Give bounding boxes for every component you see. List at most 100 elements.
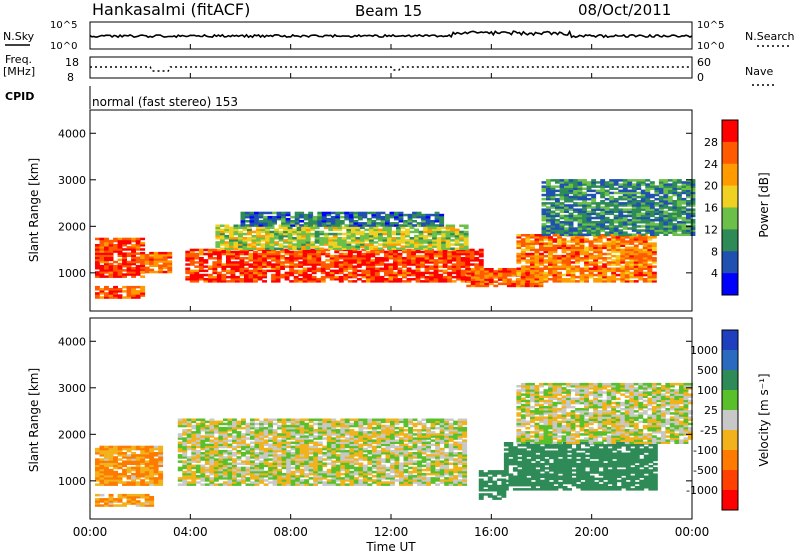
power-cell <box>362 215 368 219</box>
power-cell <box>343 275 349 279</box>
power-cell <box>302 280 308 283</box>
power-cell <box>548 250 553 254</box>
power-cell <box>350 226 356 230</box>
power-cell <box>292 237 298 240</box>
power-cell <box>686 179 691 182</box>
power-cell <box>595 233 601 236</box>
velocity-cell <box>222 477 228 480</box>
power-cell <box>221 269 227 273</box>
power-cell <box>631 214 637 218</box>
power-cell <box>307 275 313 279</box>
velocity-cell <box>140 496 146 499</box>
velocity-cell <box>135 462 141 465</box>
velocity-cell <box>218 466 224 470</box>
noise-trace <box>89 29 693 39</box>
velocity-cell <box>313 481 319 484</box>
power-cell <box>534 269 540 273</box>
power-cell <box>104 288 109 291</box>
power-cell <box>649 195 655 199</box>
velocity-cell <box>286 435 292 438</box>
beam-label: Beam 15 <box>355 2 422 20</box>
velocity-cell <box>222 468 228 472</box>
velocity-cell <box>195 477 201 480</box>
velocity-cell <box>304 418 310 421</box>
velocity-cell <box>126 460 132 463</box>
velocity-cell <box>209 481 215 484</box>
power-cell <box>686 210 691 213</box>
power-cell <box>633 240 639 243</box>
power-cell <box>436 245 442 248</box>
power-cell <box>230 250 236 254</box>
power-cell <box>271 278 276 281</box>
power-cell <box>251 245 257 248</box>
power-cell <box>584 238 589 241</box>
power-cell <box>474 252 480 256</box>
power-cell <box>122 237 127 241</box>
power-cell <box>582 187 587 190</box>
velocity-cell <box>313 468 319 472</box>
power-cell <box>230 271 236 275</box>
power-cell <box>368 230 374 234</box>
velocity-cell <box>344 458 350 461</box>
velocity-cell <box>277 439 282 442</box>
power-cell <box>379 257 385 260</box>
velocity-cell <box>236 445 242 449</box>
power-cell <box>484 284 490 288</box>
velocity-cell <box>277 420 282 424</box>
velocity-cell <box>117 472 123 476</box>
power-cell <box>642 240 648 243</box>
power-cell <box>686 218 691 222</box>
power-cell <box>474 263 480 266</box>
power-cell <box>564 210 569 213</box>
power-cell <box>416 215 422 219</box>
power-cell <box>207 275 213 279</box>
velocity-cell <box>295 429 301 432</box>
velocity-cell <box>299 441 305 444</box>
velocity-cell <box>200 483 206 486</box>
power-cell <box>672 208 678 211</box>
velocity-cell <box>362 472 368 476</box>
power-cell <box>207 252 213 256</box>
power-cell <box>466 284 472 288</box>
power-cell <box>597 236 603 239</box>
velocity-cell <box>191 452 197 455</box>
power-cell <box>676 204 682 207</box>
velocity-cell <box>135 454 141 457</box>
velocity-cell <box>236 437 242 440</box>
power-cell <box>436 230 442 234</box>
power-cell <box>284 257 290 260</box>
power-cell <box>442 261 448 264</box>
power-cell <box>539 263 544 266</box>
velocity-cell <box>241 433 246 436</box>
velocity-cell <box>335 483 341 486</box>
power-cell <box>577 221 583 224</box>
velocity-cell <box>362 466 368 470</box>
power-cell <box>539 238 544 241</box>
power-cell <box>478 250 484 254</box>
velocity-cell <box>367 420 373 424</box>
power-cell <box>302 254 308 258</box>
power-cell <box>548 242 553 245</box>
power-cell <box>113 269 118 272</box>
power-cell <box>99 267 105 270</box>
power-cell <box>591 208 597 211</box>
velocity-cell <box>308 439 314 442</box>
velocity-cell <box>149 500 155 503</box>
power-cell <box>573 193 578 197</box>
velocity-cell <box>232 437 237 440</box>
power-cell <box>162 264 168 267</box>
velocity-cell <box>213 454 219 457</box>
power-cell <box>595 214 601 218</box>
power-cell <box>564 218 569 222</box>
power-cell <box>265 230 270 234</box>
power-cell <box>375 215 381 219</box>
power-cell <box>278 247 284 250</box>
power-cell <box>117 267 123 270</box>
power-cell <box>475 276 481 279</box>
power-cell <box>564 233 569 236</box>
power-cell <box>593 246 599 250</box>
power-cell <box>566 273 571 277</box>
velocity-cell <box>340 426 346 430</box>
power-cell <box>586 202 592 205</box>
power-cell <box>194 257 200 260</box>
